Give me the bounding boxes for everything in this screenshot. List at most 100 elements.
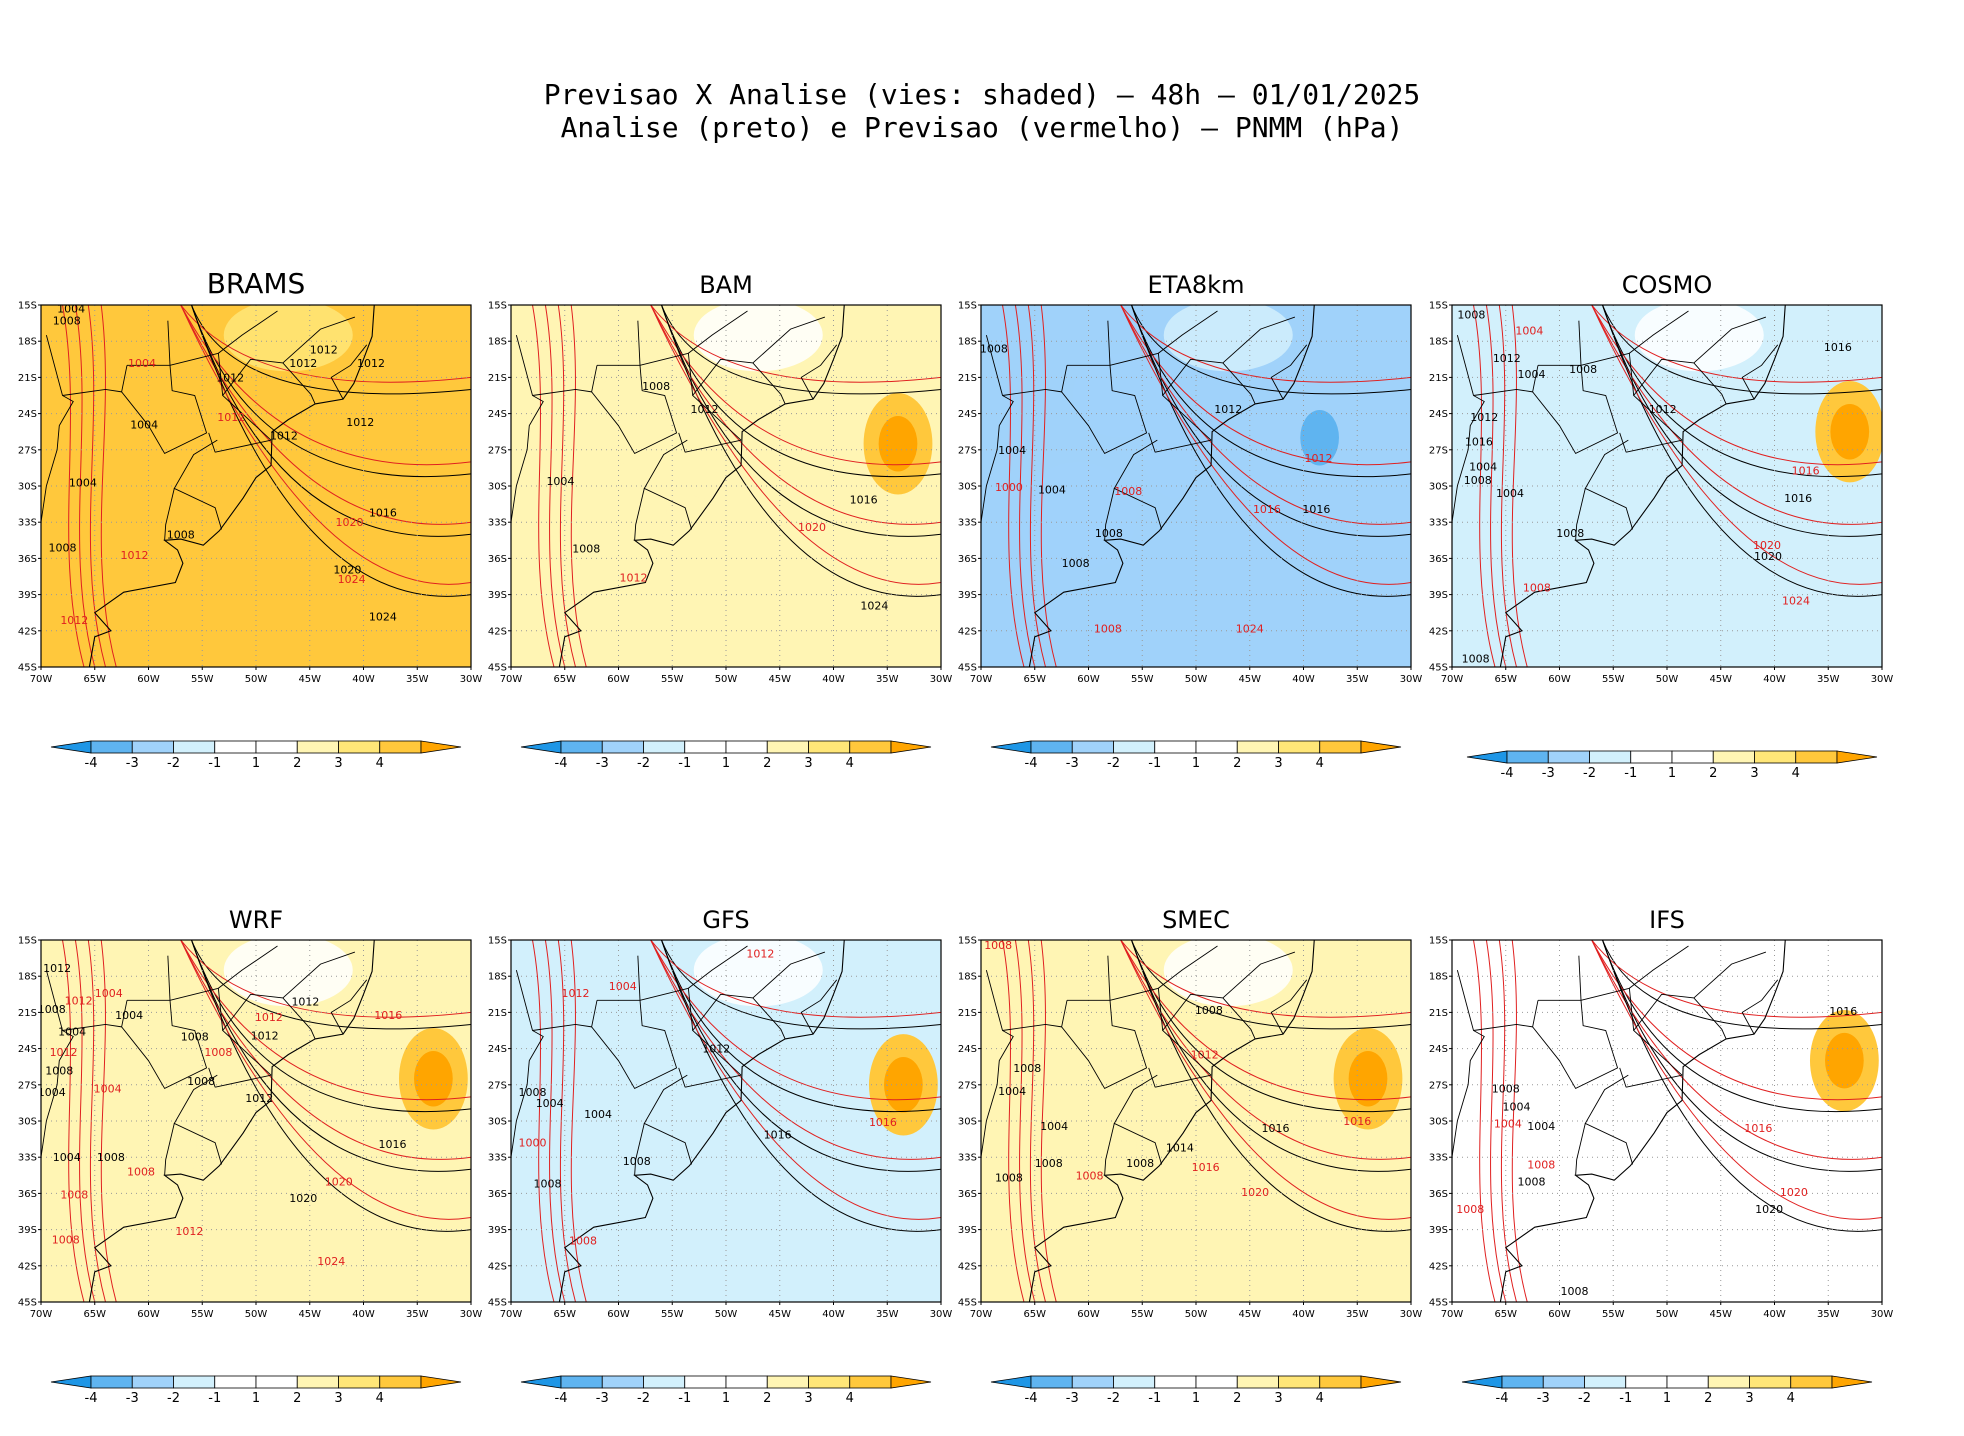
contour-label: 1020: [1241, 1186, 1269, 1199]
lon-tick-label: 60W: [1548, 674, 1571, 685]
forecast-isobar-andes: [1473, 940, 1496, 1302]
colorbar-extend-right: [890, 740, 932, 754]
lat-tick-label: 21S: [488, 373, 507, 384]
country-border: [752, 951, 826, 999]
lon-tick-label: 65W: [83, 674, 106, 685]
colorbar-segment: [379, 1375, 422, 1389]
figure-title-line2: Analise (preto) e Previsao (vermelho) — …: [561, 111, 1404, 144]
lat-tick-label: 45S: [18, 663, 37, 674]
colorbar-segment: [1030, 740, 1073, 754]
contour-label: 1008: [1561, 1285, 1589, 1298]
lon-tick-label: 30W: [1400, 674, 1423, 685]
lat-tick-label: 15S: [1429, 936, 1448, 947]
lon-tick-label: 55W: [1131, 674, 1154, 685]
colorbar-segment: [90, 740, 133, 754]
lat-tick-label: 27S: [488, 445, 507, 456]
lon-tick-label: 65W: [1494, 674, 1517, 685]
bias-patch: [1018, 461, 1137, 571]
lon-tick-label: 65W: [553, 1309, 576, 1320]
colorbar-segment: [1790, 1375, 1833, 1389]
forecast-isobar-andes: [74, 305, 96, 667]
contour-label: 1008: [519, 1086, 547, 1099]
bias-patch: [548, 1096, 667, 1206]
colorbar-label: 4: [1316, 756, 1324, 771]
country-border: [1002, 1024, 1062, 1031]
lat-tick-label: 33S: [18, 1153, 37, 1164]
colorbar-label: 1: [722, 1391, 730, 1406]
contour-label: 1016: [1253, 503, 1281, 516]
country-border: [692, 993, 786, 1076]
country-border: [634, 488, 645, 541]
contour-label: 1004: [130, 418, 158, 431]
colorbar-label: -2: [637, 756, 650, 771]
lat-tick-label: 36S: [958, 554, 977, 565]
forecast-isobar: [1120, 305, 1411, 383]
contour-label: 1020: [1754, 550, 1782, 563]
country-border: [222, 993, 316, 1076]
colorbar-segment: [601, 1375, 644, 1389]
colorbar-segment: [1625, 1375, 1668, 1389]
colorbar: -4 -3 -2 -1 1 2 3 4: [990, 1375, 1402, 1406]
contour-label: 1012: [1470, 411, 1498, 424]
country-border: [1002, 389, 1062, 396]
colorbar-segment: [643, 1375, 686, 1389]
colorbar-label: -3: [126, 1391, 139, 1406]
colorbar-segment: [560, 740, 603, 754]
lon-tick-label: 60W: [1077, 1309, 1100, 1320]
contour-label: 1008: [980, 342, 1008, 355]
lat-tick-label: 30S: [488, 482, 507, 493]
lon-tick-label: 55W: [661, 674, 684, 685]
contour-label: 1012: [1191, 1049, 1219, 1062]
colorbar-segment: [1154, 740, 1197, 754]
colorbar-label: 1: [252, 756, 260, 771]
country-border: [1741, 979, 1779, 1035]
forecast-isobar: [1120, 940, 1411, 1220]
contour-label: 1016: [1792, 464, 1820, 477]
bias-patch-ocean-core: [1825, 1032, 1864, 1089]
bias-patch: [132, 988, 230, 1073]
colorbar-label: -4: [1496, 1391, 1509, 1406]
country-border: [1693, 316, 1767, 364]
colorbar-segment: [1319, 1375, 1362, 1389]
forecast-isobar: [180, 305, 471, 383]
bias-patch: [1543, 988, 1641, 1073]
analysis-isobar: [191, 940, 471, 1113]
colorbar: -4 -3 -2 -1 1 2 3 4: [50, 740, 462, 771]
country-border: [222, 358, 316, 441]
lon-tick-label: 45W: [1709, 1309, 1732, 1320]
lat-tick-label: 36S: [488, 1189, 507, 1200]
colorbar-segment: [1666, 1375, 1709, 1389]
coastline: [511, 305, 845, 667]
colorbar-segment: [1113, 1375, 1156, 1389]
colorbar-label: -2: [167, 1391, 180, 1406]
lon-tick-label: 40W: [822, 1309, 845, 1320]
lat-tick-label: 15S: [18, 301, 37, 312]
lon-tick-label: 35W: [406, 1309, 429, 1320]
country-border: [169, 987, 219, 1001]
colorbar-segment: [1542, 1375, 1585, 1389]
country-border: [1148, 1067, 1156, 1088]
colorbar-extend-left: [990, 1375, 1032, 1389]
country-border: [1107, 955, 1111, 1001]
analysis-isobar: [1602, 940, 1882, 1172]
lat-tick-label: 39S: [488, 590, 507, 601]
lon-tick-label: 40W: [822, 674, 845, 685]
colorbar-label: 4: [1787, 1391, 1795, 1406]
colorbar-segment: [1030, 1375, 1073, 1389]
contour-label: 1008: [1464, 474, 1492, 487]
colorbar-segment: [766, 740, 809, 754]
contour-label: 1012: [216, 371, 244, 384]
colorbar-label: 1: [722, 756, 730, 771]
colorbar-segment: [643, 740, 686, 754]
colorbar-segment: [684, 740, 727, 754]
forecast-isobar-andes: [544, 940, 566, 1302]
forecast-isobar-andes: [1040, 305, 1057, 667]
lat-tick-label: 33S: [18, 518, 37, 529]
country-border: [1580, 987, 1630, 1001]
colorbar-label: -1: [678, 1391, 691, 1406]
contour-label: 1012: [245, 1092, 273, 1105]
lon-tick-label: 35W: [1817, 1309, 1840, 1320]
colorbar-label: 4: [1792, 766, 1800, 781]
lat-tick-label: 36S: [1429, 554, 1448, 565]
